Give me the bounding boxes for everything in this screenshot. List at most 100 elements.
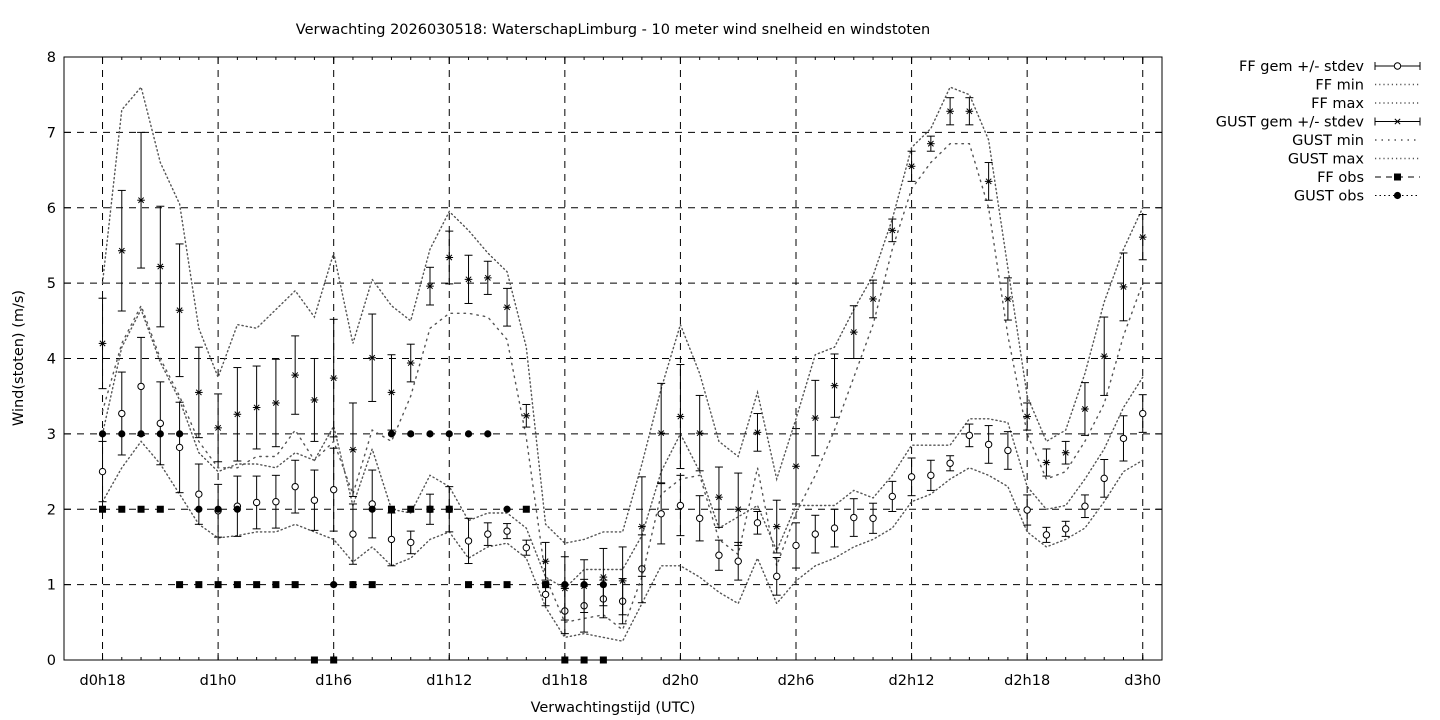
- mean-point: [387, 535, 396, 544]
- mean-point: [811, 415, 820, 422]
- mean-point: [137, 382, 145, 391]
- y-tick-label: 3: [47, 427, 56, 443]
- star-stroke: [1101, 353, 1108, 360]
- mean-point: [849, 329, 858, 336]
- x-tick-label: d1h0: [200, 673, 237, 689]
- mean-point: [272, 399, 280, 406]
- ff-mean-errorbar: [1042, 526, 1051, 543]
- ff-mean-errorbar: [792, 522, 800, 569]
- y-tick-label: 2: [47, 502, 56, 518]
- star-stroke: [715, 494, 722, 501]
- ff-mean-errorbar: [175, 401, 184, 494]
- ff-obs-point: [522, 505, 530, 513]
- gust-mean-errorbar: [676, 364, 685, 470]
- star-stroke: [966, 108, 973, 115]
- mean-point: [1081, 405, 1089, 413]
- gust-obs-point: [349, 581, 357, 589]
- gust-mean-errorbar: [888, 218, 897, 243]
- y-axis-label: Wind(stoten) (m/s): [11, 290, 27, 426]
- gust-mean-errorbar: [387, 354, 396, 431]
- star-stroke: [118, 247, 125, 254]
- mean-point: [695, 430, 704, 437]
- ff-mean-errorbar: [194, 463, 203, 525]
- gust-mean-errorbar: [406, 343, 415, 383]
- mean-point: [676, 413, 685, 420]
- mean-point: [175, 307, 184, 314]
- ff-obs-point: [137, 505, 145, 513]
- star-stroke: [773, 523, 780, 530]
- mean-point: [907, 473, 916, 481]
- legend-sample: [1375, 173, 1420, 181]
- gust-mean-errorbar: [541, 541, 550, 581]
- mean-point: [233, 411, 242, 418]
- x-axis-label: Verwachtingstijd (UTC): [531, 700, 696, 716]
- mean-point: [118, 409, 126, 418]
- gust-obs-point: [407, 430, 415, 438]
- y-tick-label: 7: [47, 125, 56, 141]
- mean-point: [907, 163, 916, 170]
- star-stroke: [908, 163, 915, 170]
- mean-point: [137, 197, 145, 204]
- legend-label: GUST min: [1292, 133, 1364, 149]
- ff-mean-errorbar: [734, 541, 743, 581]
- ff-mean-errorbar: [271, 474, 280, 529]
- gust-mean-errorbar: [849, 305, 858, 359]
- gust-mean-errorbar: [811, 379, 820, 457]
- star-stroke: [1043, 459, 1050, 466]
- star-stroke: [1081, 405, 1088, 413]
- gust-mean-errorbar: [637, 476, 646, 577]
- ff-mean-errorbar: [522, 539, 531, 556]
- plot-series: [98, 85, 1147, 664]
- star-stroke: [1120, 283, 1127, 290]
- x-tick-label: d1h12: [426, 673, 472, 689]
- star-stroke: [638, 523, 645, 530]
- gust-mean-errorbar: [1023, 402, 1032, 431]
- star-stroke: [850, 329, 857, 336]
- star-stroke: [947, 108, 954, 115]
- star-stroke: [253, 404, 260, 411]
- mean-point: [426, 283, 434, 290]
- mean-point: [464, 276, 473, 283]
- gust-mean-errorbar: [1003, 277, 1012, 321]
- mean-point: [657, 510, 665, 518]
- gust-obs-point: [387, 430, 396, 438]
- star-stroke: [388, 389, 395, 396]
- x-tick-label: d2h12: [889, 673, 935, 689]
- ff-mean-errorbar: [503, 523, 512, 540]
- gust-mean-errorbar: [137, 131, 146, 269]
- gust-mean-errorbar: [329, 318, 338, 438]
- gust-mean-errorbar: [560, 556, 569, 621]
- ff-mean-errorbar: [830, 508, 839, 548]
- star-stroke: [870, 295, 877, 302]
- star-stroke: [754, 429, 761, 436]
- star-stroke: [523, 412, 530, 419]
- mean-point: [291, 372, 299, 379]
- mean-point: [773, 572, 781, 581]
- star-stroke: [157, 263, 164, 270]
- y-tick-label: 6: [47, 201, 56, 217]
- ff-mean-errorbar: [695, 495, 704, 542]
- star-stroke: [330, 375, 337, 382]
- ff-obs-point: [407, 505, 415, 513]
- mean-point: [1061, 449, 1070, 456]
- mean-point: [946, 459, 954, 467]
- x-tick-label: d3h0: [1124, 673, 1161, 689]
- star-stroke: [600, 574, 607, 581]
- gust-mean-errorbar: [830, 353, 839, 418]
- legend-label: GUST max: [1288, 152, 1365, 168]
- legend-label: GUST obs: [1294, 189, 1364, 205]
- star-stroke: [1004, 295, 1011, 302]
- mean-point: [888, 492, 897, 501]
- ff-mean-errorbar: [1061, 520, 1070, 537]
- ff-mean-errorbar: [888, 480, 897, 513]
- mean-point: [1100, 353, 1109, 360]
- star-stroke: [99, 340, 106, 347]
- legend-marker: [1393, 191, 1402, 200]
- gust-obs-point: [233, 505, 241, 513]
- mean-point: [753, 429, 762, 436]
- ff-mean-errorbar: [676, 474, 685, 537]
- mean-point: [792, 463, 800, 470]
- mean-point: [1004, 295, 1012, 302]
- mean-point: [927, 140, 935, 147]
- mean-point: [984, 178, 993, 185]
